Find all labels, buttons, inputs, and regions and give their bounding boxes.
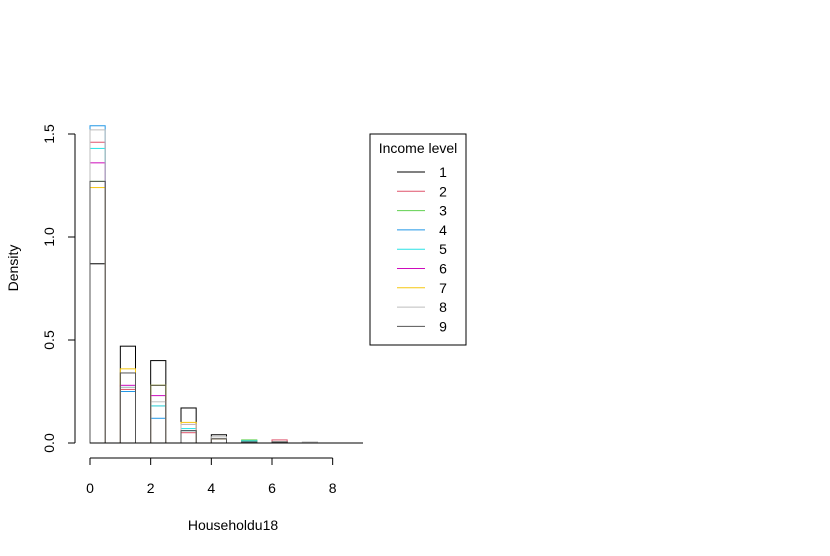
bar-series-8-bin-2 [119,386,137,444]
bar-series-6-bin-6 [180,423,197,444]
series-3 [89,180,288,444]
bar-series-4-bin-4 [150,417,167,444]
bar-series-3-bin-8 [210,438,227,444]
legend-label: 8 [439,299,447,315]
bar-series-9-bin-2 [119,372,137,444]
legend-entry-5: 5 [397,241,447,257]
bar-series-9-bin-8 [210,438,227,444]
bar-series-7-bin-2 [119,368,137,444]
bar-series-6-bin-4 [150,395,167,444]
bar-series-9-bin-0 [89,180,106,444]
x-axis: 0 2 4 6 8 [86,457,337,496]
series-7 [89,187,288,444]
bar-series-8-bin-8 [210,436,227,444]
bar-series-3-bin-0 [89,180,106,444]
bar-series-7-bin-8 [210,438,227,444]
x-tick-label: 4 [207,480,215,496]
legend-label: 5 [439,241,447,257]
bar-series-2-bin-8 [210,438,227,444]
bar-series-7-bin-4 [150,384,167,444]
legend-box [369,133,467,346]
series-5 [89,147,288,444]
series-6 [89,162,288,444]
legend-label: 7 [439,280,447,296]
x-tick-label: 6 [268,480,276,496]
legend-entry-9: 9 [397,318,447,334]
bar-series-9-bin-4 [150,384,167,444]
legend-entry-8: 8 [397,299,447,315]
legend-entry-7: 7 [397,280,447,296]
legend-label: 4 [439,222,447,238]
bar-series-2-bin-6 [180,432,197,444]
series-1 [89,263,288,444]
bar-series-3-bin-2 [119,391,137,444]
legend-entry-1: 1 [397,164,447,180]
x-tick-label: 8 [329,480,337,496]
legend-label: 9 [439,318,447,334]
bar-series-2-bin-4 [150,405,167,444]
legend-entry-2: 2 [397,183,447,199]
bar-series-1-bin-2 [119,345,137,444]
bar-series-7-bin-0 [89,187,106,444]
x-tick-label: 0 [86,480,94,496]
legend-title: Income level [379,140,458,156]
y-tick-label: 1.5 [41,124,57,144]
y-axis-label: Density [5,245,21,292]
bar-series-5-bin-0 [89,147,106,444]
x-tick-label: 2 [147,480,155,496]
y-tick-label: 0.5 [41,330,57,350]
bar-series-4-bin-8 [210,438,227,444]
bar-series-8-bin-4 [150,401,167,444]
y-tick-label: 1.0 [41,227,57,247]
legend-label: 6 [439,261,447,277]
bar-series-3-bin-4 [150,384,167,444]
bar-series-5-bin-4 [150,405,167,444]
legend-entry-4: 4 [397,222,447,238]
bar-series-8-bin-6 [180,423,197,444]
legend-label: 3 [439,203,447,219]
bar-series-1-bin-6 [180,407,197,444]
y-tick-label: 0.0 [41,433,57,453]
series-4 [89,125,288,444]
series-9 [89,180,288,444]
bar-series-6-bin-2 [119,384,137,444]
series-8 [89,129,319,444]
legend: Income level 1 2 3 4 5 6 7 8 9 [369,133,467,346]
bar-series-5-bin-8 [210,438,227,444]
x-axis-label: Householdu18 [188,517,279,533]
bar-series-6-bin-8 [210,438,227,444]
series-2 [89,141,288,444]
bar-series-8-bin-0 [89,129,106,444]
bar-series-2-bin-2 [119,388,137,444]
y-axis: 0.0 0.5 1.0 1.5 [41,124,76,453]
legend-entry-6: 6 [397,261,447,277]
bar-series-6-bin-0 [89,162,106,444]
legend-label: 1 [439,164,447,180]
legend-label: 2 [439,183,447,199]
bar-series-5-bin-2 [119,386,137,444]
histogram-bars [89,125,363,444]
legend-entry-3: 3 [397,203,447,219]
bar-series-1-bin-0 [89,263,106,444]
bar-series-4-bin-2 [119,391,137,444]
bar-series-4-bin-0 [89,125,106,444]
